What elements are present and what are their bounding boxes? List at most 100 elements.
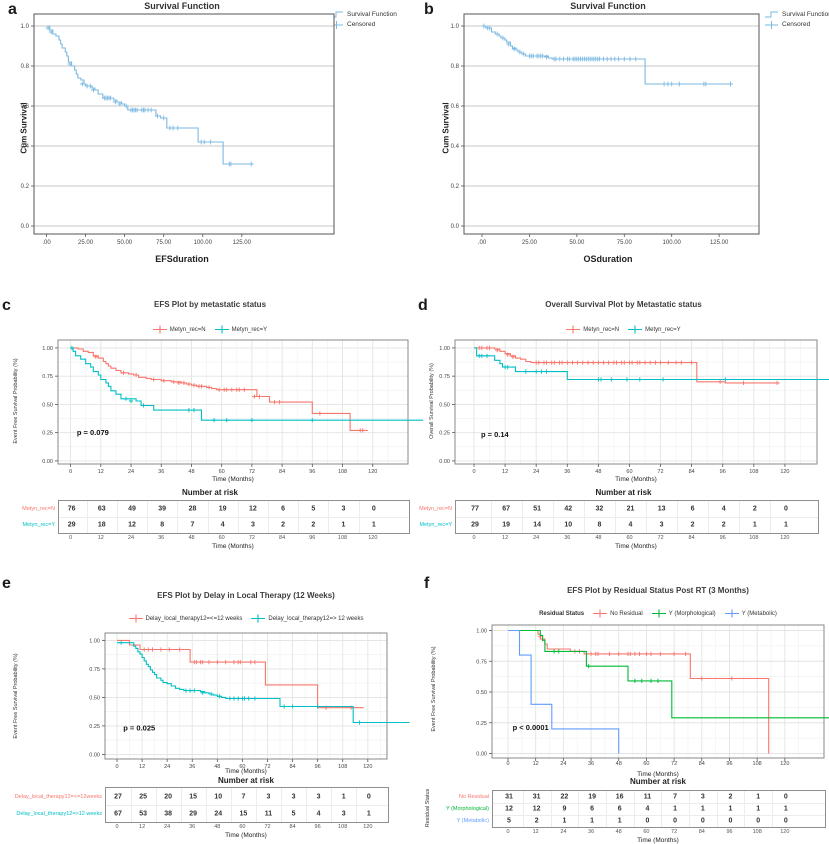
censor-plus-line-icon <box>566 325 581 334</box>
risk-axis-tick: 0 <box>115 824 119 830</box>
censor-mark <box>80 81 85 87</box>
km-plot: 0.00 0.25 0.50 0.75 1.00 0 12 24 36 48 60 72 84 96 108… <box>42 339 424 475</box>
svg-text:24: 24 <box>533 469 539 475</box>
risk-count: 3 <box>266 793 271 800</box>
risk-table-box: No Residual 31 31 22 19 16 11 7 3 2 1 0 Y (Morpholog… <box>446 790 826 828</box>
censor-mark <box>609 377 614 382</box>
legend-label: Survival Function <box>782 11 829 18</box>
legend-title: Residual Status <box>539 610 585 617</box>
censor-mark <box>150 647 155 652</box>
risk-count: 1 <box>562 817 567 825</box>
censor-mark <box>209 691 214 697</box>
risk-row-label: Y (Morphological) <box>445 806 489 812</box>
panel-efs-delay-therapy: e EFS Plot by Delay in Local Therapy (12… <box>2 574 416 843</box>
censor-mark <box>718 379 723 384</box>
censor-mark <box>242 696 247 701</box>
censor-mark <box>148 107 154 113</box>
censor-mark <box>637 651 642 656</box>
censor-mark <box>534 369 539 374</box>
svg-text:.00: .00 <box>478 240 487 246</box>
svg-text:12: 12 <box>139 764 145 770</box>
censor-mark <box>540 53 546 59</box>
survival-curve <box>508 629 770 754</box>
legend-item: Delay_local_therapy12=> 12 weeks <box>251 614 363 623</box>
censor-mark <box>246 696 251 701</box>
km-plot: 0.0 0.2 0.4 0.6 0.8 1.0 .00 25.00 50.00 75.00 100.… <box>451 13 760 246</box>
censor-mark <box>552 360 557 365</box>
risk-count: 5 <box>311 505 316 513</box>
chart-title: EFS Plot by metastatic status <box>153 300 267 309</box>
svg-text:75.00: 75.00 <box>617 240 633 246</box>
p-value: p = 0.079 <box>77 428 109 437</box>
risk-count: 1 <box>756 793 761 801</box>
censor-mark <box>191 383 197 388</box>
survival-curve <box>117 642 410 724</box>
survival-curve <box>508 629 620 754</box>
chart-legend: Metyn_rec=N Metyn_rec=Y <box>418 325 829 334</box>
risk-axis-tick: 60 <box>239 824 246 830</box>
svg-text:48: 48 <box>188 469 194 475</box>
censor-mark <box>167 647 172 652</box>
censor-mark <box>648 678 654 683</box>
censor-mark <box>87 83 93 89</box>
censor-mark <box>622 360 627 365</box>
risk-row-label: Y (Metabolic) <box>456 818 489 824</box>
censor-mark <box>206 660 212 665</box>
svg-text:120: 120 <box>780 761 789 767</box>
censor-mark <box>630 360 635 365</box>
svg-text:0.00: 0.00 <box>42 459 53 465</box>
censor-mark <box>521 51 527 57</box>
risk-count: 32 <box>595 505 604 513</box>
risk-time-label: Time (Months) <box>212 543 254 550</box>
p-value: p < 0.0001 <box>513 723 549 732</box>
censor-mark <box>723 377 728 382</box>
censor-mark <box>644 651 649 656</box>
y-axis-label: Event Free Survival Probability (%) <box>431 646 437 732</box>
svg-text:48: 48 <box>214 764 220 770</box>
legend-item: No Residual <box>593 609 643 618</box>
censor-mark <box>161 378 166 383</box>
risk-count: 38 <box>164 810 173 817</box>
svg-text:60: 60 <box>643 761 649 767</box>
risk-count: 1 <box>341 521 346 529</box>
svg-text:60: 60 <box>626 469 632 475</box>
censor-mark <box>505 365 510 370</box>
risk-axis-tick: 120 <box>780 829 790 835</box>
svg-text:0.25: 0.25 <box>439 431 450 437</box>
svg-text:60: 60 <box>219 469 225 475</box>
censor-mark <box>282 704 287 709</box>
censor-mark <box>505 352 510 357</box>
censor-mark <box>357 720 362 725</box>
chart-legend: Metyn_rec=N Metyn_rec=Y <box>4 325 416 334</box>
risk-count: 18 <box>97 521 106 529</box>
x-axis-label: Time (Months) <box>615 476 657 483</box>
censor-mark <box>585 360 591 365</box>
censor-mark <box>188 688 193 693</box>
censor-mark <box>141 403 146 408</box>
risk-count: 42 <box>564 505 573 513</box>
censor-mark <box>586 664 591 669</box>
panel-os-metastatic: d Overall Survival Plot by Metastatic st… <box>418 296 829 562</box>
risk-table-axis-label: Residual Status <box>425 788 431 828</box>
risk-count: 19 <box>588 793 596 801</box>
risk-count: 29 <box>189 810 198 817</box>
risk-count: 39 <box>158 505 167 513</box>
svg-text:84: 84 <box>279 469 285 475</box>
legend-label: Metyn_rec=Y <box>645 326 681 333</box>
risk-axis-tick: 12 <box>97 535 104 541</box>
censor-mark <box>596 360 601 365</box>
x-axis-label: OSduration <box>583 254 633 264</box>
risk-axis-tick: 72 <box>657 535 664 541</box>
chart-title: Survival Function <box>570 1 646 11</box>
risk-count: 7 <box>673 793 678 801</box>
censor-mark <box>183 688 189 693</box>
risk-count: 28 <box>188 505 197 513</box>
censor-mark <box>252 394 257 399</box>
censor-mark <box>224 387 229 392</box>
svg-text:0.2: 0.2 <box>451 184 460 190</box>
risk-count: 29 <box>67 521 76 529</box>
censor-mark <box>249 418 254 423</box>
censor-mark <box>674 360 679 365</box>
svg-text:36: 36 <box>588 761 594 767</box>
risk-table-box: Delay_local_therapy12=<=12weeks 27 25 20 15 1… <box>15 787 389 823</box>
